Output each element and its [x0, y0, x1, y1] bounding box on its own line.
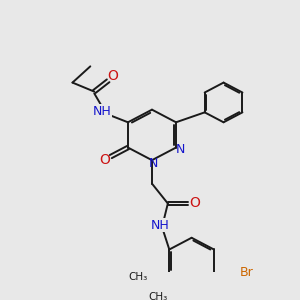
Text: O: O [189, 196, 200, 210]
Text: NH: NH [151, 219, 169, 232]
Text: NH: NH [93, 105, 112, 118]
Text: O: O [108, 69, 118, 83]
Text: CH₃: CH₃ [128, 272, 148, 283]
Text: Br: Br [240, 266, 254, 280]
Text: O: O [99, 153, 110, 167]
Text: CH₃: CH₃ [148, 292, 168, 300]
Text: N: N [175, 143, 185, 156]
Text: N: N [148, 157, 158, 170]
